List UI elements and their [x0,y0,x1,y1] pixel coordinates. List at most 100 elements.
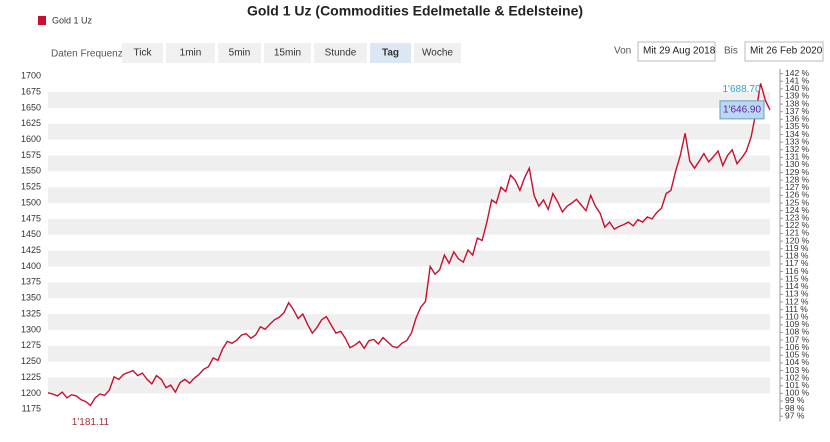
y2-tick-label: 135 % [785,121,810,131]
y2-tick-label: 125 % [785,197,810,207]
y2-tick-label: 127 % [785,182,810,192]
legend-swatch [38,16,46,25]
from-input[interactable] [637,41,716,62]
y2-tick-label: 123 % [785,213,810,223]
frequency-label: Daten Frequenz [51,49,123,60]
frequency-button-label: Woche [422,48,453,59]
y2-tick-label: 106 % [785,342,810,352]
y2-tick-label: 137 % [785,106,810,116]
y2-tick-label: 140 % [785,83,810,93]
y-tick-label: 1250 [21,356,41,366]
to-input[interactable] [744,41,824,62]
frequency-button-label: 1min [180,48,202,59]
y2-tick-label: 114 % [785,281,809,291]
y2-tick-label: 115 % [785,273,809,283]
y-tick-label: 1350 [21,293,41,303]
grid-band [48,377,770,394]
y2-tick-label: 117 % [785,258,809,268]
y2-tick-label: 107 % [785,334,810,344]
grid-band [48,218,770,235]
grid-band [48,92,770,108]
y2-tick-label: 99 % [785,395,805,405]
y-tick-label: 1425 [21,245,41,255]
y2-tick-label: 98 % [785,403,805,413]
y2-tick-label: 141 % [785,75,810,85]
y-tick-label: 1500 [21,197,41,207]
y-tick-label: 1325 [21,308,41,318]
grid-band [48,282,770,299]
y2-tick-label: 116 % [785,266,809,276]
y2-tick-label: 111 % [785,304,808,314]
frequency-button[interactable] [414,43,461,63]
frequency-button[interactable] [218,43,261,63]
y2-tick-label: 101 % [785,380,810,390]
y2-tick-label: 131 % [785,152,810,162]
frequency-button-label: Tag [382,48,399,59]
y2-tick-label: 118 % [785,251,809,261]
y-tick-label: 1625 [21,118,41,128]
y-tick-label: 1300 [21,324,41,334]
y2-tick-label: 112 % [785,296,809,306]
y2-tick-label: 119 % [785,243,809,253]
y2-tick-label: 104 % [785,357,810,367]
legend-label: Gold 1 Uz [52,15,93,25]
price-line [47,83,771,407]
y-tick-label: 1275 [21,340,41,350]
y2-tick-label: 122 % [785,220,810,230]
y2-tick-label: 108 % [785,327,810,337]
y2-tick-label: 126 % [785,190,810,200]
y2-tick-label: 134 % [785,129,810,139]
y2-tick-label: 132 % [785,144,810,154]
frequency-button[interactable] [122,43,163,63]
y2-tick-label: 121 % [785,228,810,238]
y-tick-label: 1225 [21,372,41,382]
frequency-button-label: Tick [134,48,153,59]
y-tick-label: 1175 [22,404,41,414]
last-value-box [719,100,765,120]
y2-tick-label: 138 % [785,98,810,108]
y2-tick-label: 136 % [785,114,810,124]
last-value-label: 1'646.90 [723,105,761,116]
high-value-label: 1'688.70 [722,84,760,95]
y2-tick-label: 129 % [785,167,810,177]
y-tick-label: 1450 [21,229,41,239]
y2-tick-label: 105 % [785,350,810,360]
y-tick-label: 1400 [21,261,41,271]
from-label: Von [614,46,631,57]
y-tick-label: 1550 [21,166,41,176]
grid-band [48,250,770,267]
grid-band [48,345,770,362]
y2-tick-label: 113 % [785,289,809,299]
from-date: Mit 29 Aug 2018 [643,46,716,57]
low-value-label: 1'181.11 [72,417,110,428]
frequency-button[interactable] [166,43,215,63]
y2-tick-label: 100 % [785,388,810,398]
y-tick-label: 1475 [21,213,41,223]
grid-band [48,123,770,140]
y2-tick-label: 139 % [785,91,810,101]
y-tick-label: 1650 [21,102,41,112]
y2-tick-label: 130 % [785,159,810,169]
y2-tick-label: 103 % [785,365,810,375]
y2-tick-label: 124 % [785,205,810,215]
y2-tick-label: 102 % [785,372,810,382]
y2-tick-label: 97 % [785,410,805,420]
y-tick-label: 1575 [21,150,41,160]
y2-tick-label: 133 % [785,136,810,146]
grid-band [48,155,770,172]
y2-tick-label: 128 % [785,174,810,184]
frequency-button[interactable] [370,43,411,63]
y-tick-label: 1675 [21,86,41,96]
frequency-button[interactable] [264,43,311,63]
y2-tick-label: 110 % [785,311,809,321]
grid-band [48,187,770,204]
to-label: Bis [724,46,738,57]
y2-tick-label: 142 % [785,68,810,78]
frequency-button[interactable] [314,43,367,63]
grid-band [48,314,770,330]
frequency-button-label: 15min [274,48,301,59]
y2-tick-label: 120 % [785,235,810,245]
y-tick-label: 1525 [21,182,41,192]
